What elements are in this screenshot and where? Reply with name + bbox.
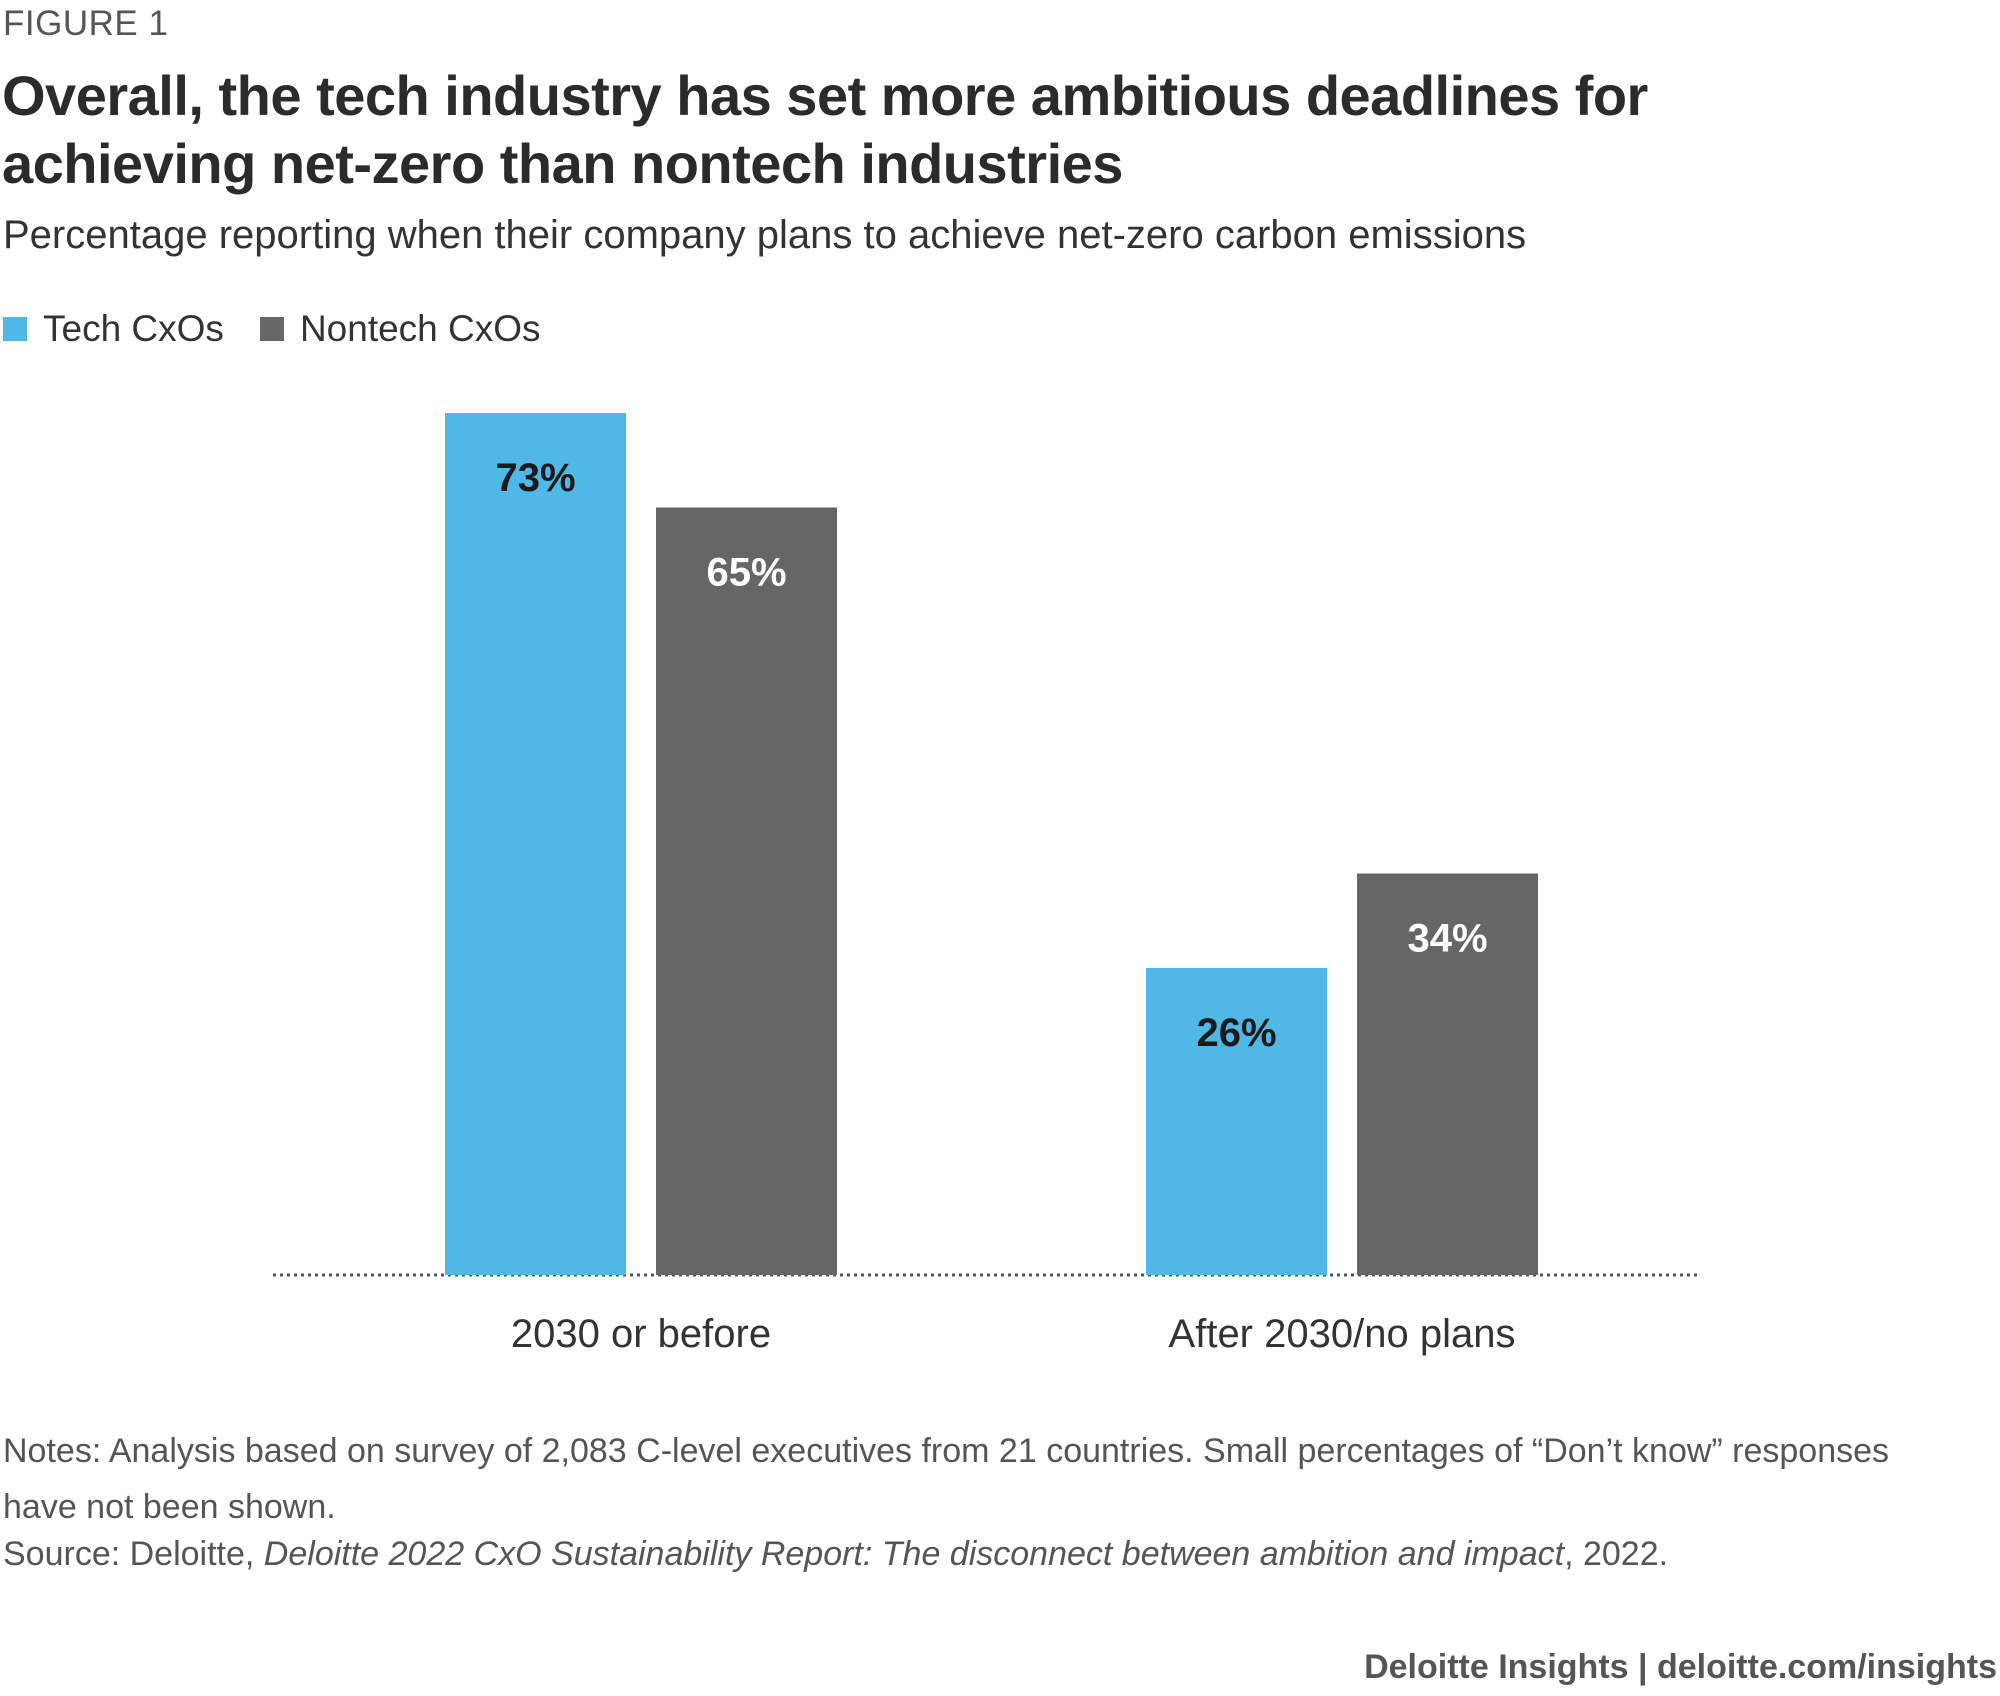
legend-item-nontech: Nontech CxOs: [259, 308, 541, 350]
legend-label-nontech: Nontech CxOs: [299, 308, 541, 349]
bar-nontech-0: [656, 507, 837, 1275]
bar-chart: 73% 65% 2030 or before 26% 34% After 2030/no …: [273, 413, 1697, 1356]
data-label-tech-0: 73%: [495, 456, 575, 500]
source-suffix: , 2022.: [1564, 1535, 1669, 1573]
legend-label-tech: Tech CxOs: [43, 308, 224, 349]
source-prefix: Source: Deloitte,: [3, 1535, 264, 1573]
bar-nontech-1: [1357, 873, 1538, 1275]
figure-label: FIGURE 1: [3, 4, 169, 43]
bar-tech-0: [445, 413, 626, 1275]
data-label-tech-1: 26%: [1196, 1011, 1276, 1055]
legend-item-tech: Tech CxOs: [3, 308, 224, 350]
chart-title: Overall, the tech industry has set more …: [2, 64, 1648, 195]
legend-swatch-tech: [3, 317, 27, 341]
data-label-nontech-1: 34%: [1407, 917, 1487, 961]
source: Source: Deloitte, Deloitte 2022 CxO Sust…: [3, 1535, 1668, 1574]
source-report-title: Deloitte 2022 CxO Sustainability Report:…: [263, 1535, 1565, 1573]
footer-credit: Deloitte Insights | deloitte.com/insight…: [1364, 1648, 1997, 1686]
data-label-nontech-0: 65%: [706, 550, 786, 594]
bar-tech-1: [1146, 967, 1327, 1275]
chart-subtitle: Percentage reporting when their company …: [3, 213, 1527, 257]
legend: Tech CxOs Nontech CxOs: [3, 308, 577, 350]
legend-swatch-nontech: [259, 317, 284, 341]
category-label-0: 2030 or before: [511, 1312, 771, 1356]
notes: Notes: Analysis based on survey of 2,083…: [3, 1432, 1890, 1526]
category-label-1: After 2030/no plans: [1169, 1312, 1516, 1356]
